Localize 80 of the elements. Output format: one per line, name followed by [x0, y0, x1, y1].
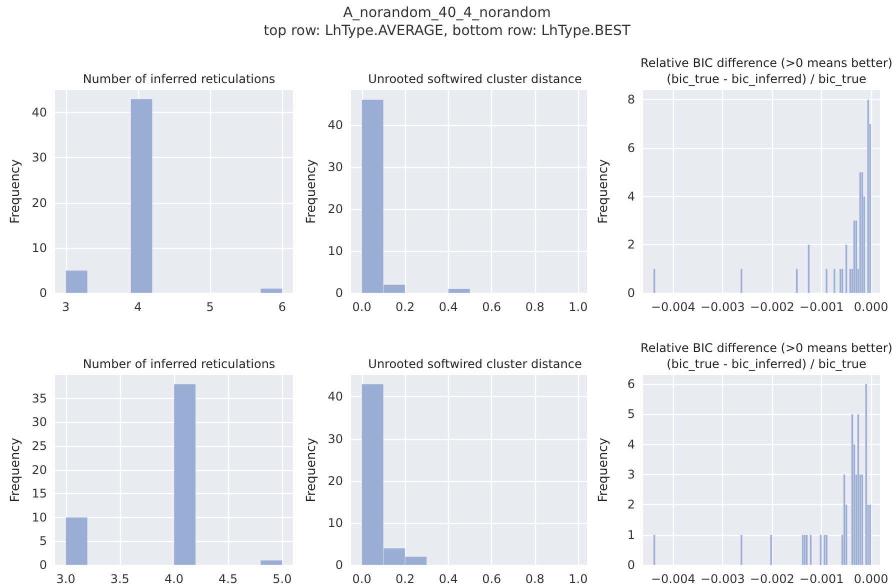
x-tick-label: 0.0	[352, 572, 372, 586]
y-tick-label: 20	[32, 196, 47, 210]
chart-title: Unrooted softwired cluster distance	[368, 357, 582, 371]
x-tick-label: 0.8	[525, 300, 544, 314]
y-tick-label: 30	[328, 432, 343, 446]
x-tick-label: 0.2	[396, 300, 415, 314]
chart-title: Unrooted softwired cluster distance	[368, 72, 582, 86]
x-tick-label: −0.003	[700, 572, 745, 586]
x-tick-label: 5.0	[272, 572, 292, 586]
x-tick-label: 0.4	[438, 572, 458, 586]
x-tick-label: 0.6	[482, 300, 502, 314]
chart-title: Relative BIC difference (>0 means better) (bic_true - bic_inferred) / bic_true	[640, 56, 892, 86]
y-tick-label: 2	[627, 498, 635, 512]
x-tick-label: 0.4	[438, 300, 458, 314]
y-tick-label: 35	[32, 391, 47, 406]
x-tick-label: −0.004	[650, 572, 696, 586]
y-tick-label: 8	[627, 92, 635, 107]
y-axis-title: Frequency	[6, 437, 22, 502]
x-tick-label: −0.002	[750, 572, 794, 586]
x-tick-label: 0.8	[525, 572, 544, 586]
x-tick-label: 0.2	[396, 572, 415, 586]
chart-title: Relative BIC difference (>0 means better) (bic_true - bic_inferred) / bic_true	[640, 341, 892, 371]
y-tick-label: 10	[32, 510, 47, 524]
y-tick-label: 5	[39, 534, 47, 548]
y-tick-label: 25	[32, 438, 47, 453]
x-tick-label: 3	[62, 300, 70, 314]
y-tick-label: 6	[627, 141, 635, 155]
y-tick-label: 10	[32, 240, 47, 255]
y-tick-label: 20	[32, 462, 47, 477]
y-tick-label: 0	[627, 286, 635, 300]
y-tick-label: 6	[627, 377, 635, 392]
y-tick-label: 3	[627, 468, 635, 482]
y-axis-title: Frequency	[595, 158, 610, 224]
y-axis-title: Frequency	[6, 158, 22, 224]
x-tick-label: −0.003	[700, 300, 745, 314]
y-tick-label: 1	[627, 528, 635, 542]
x-tick-label: 1.0	[568, 300, 588, 314]
x-tick-label: 4	[134, 300, 142, 314]
y-tick-label: 30	[32, 150, 47, 165]
x-tick-label: 3.5	[110, 572, 130, 586]
x-tick-label: 1.0	[568, 572, 588, 586]
y-tick-label: 40	[328, 118, 343, 132]
x-tick-label: 0.000	[854, 300, 888, 314]
x-tick-label: −0.004	[650, 300, 696, 314]
y-tick-label: 15	[32, 486, 47, 501]
x-tick-label: −0.001	[799, 300, 844, 314]
x-tick-label: 4.5	[218, 572, 238, 586]
x-tick-label: 6	[278, 300, 286, 314]
x-tick-label: 0.000	[854, 572, 888, 586]
y-axis-title: Frequency	[302, 437, 318, 502]
y-tick-label: 4	[627, 437, 635, 452]
y-tick-label: 30	[328, 160, 343, 174]
y-tick-label: 10	[328, 516, 343, 530]
y-axis-title: Frequency	[302, 158, 318, 224]
text: A_norandom_40_4_norandom	[342, 4, 552, 22]
y-tick-label: 30	[32, 415, 47, 430]
y-tick-label: 0	[627, 558, 635, 572]
x-tick-label: 0.0	[352, 300, 372, 314]
chart-title: Number of inferred reticulations	[82, 72, 276, 86]
chart-title: Number of inferred reticulations	[82, 357, 276, 371]
y-tick-label: 2	[627, 238, 635, 252]
x-tick-label: 0.6	[482, 572, 502, 586]
y-tick-label: 0	[335, 286, 343, 300]
text: top row: LhType.AVERAGE, bottom row: LhType.BEST	[262, 22, 632, 40]
y-tick-label: 20	[328, 202, 343, 216]
y-tick-label: 20	[328, 474, 343, 488]
y-tick-label: 4	[627, 189, 635, 204]
y-tick-label: 0	[335, 558, 343, 572]
x-tick-label: −0.001	[799, 572, 844, 586]
y-tick-label: 0	[39, 286, 47, 300]
y-tick-label: 5	[627, 407, 635, 422]
y-tick-label: 40	[32, 106, 47, 120]
x-tick-label: 5	[206, 300, 214, 314]
x-tick-label: −0.002	[750, 300, 794, 314]
y-tick-label: 10	[328, 244, 343, 258]
x-tick-label: 3.0	[56, 572, 76, 586]
y-axis-title: Frequency	[595, 437, 610, 502]
x-tick-label: 4.0	[164, 572, 184, 586]
y-tick-label: 40	[328, 390, 343, 404]
y-tick-label: 0	[39, 558, 47, 572]
